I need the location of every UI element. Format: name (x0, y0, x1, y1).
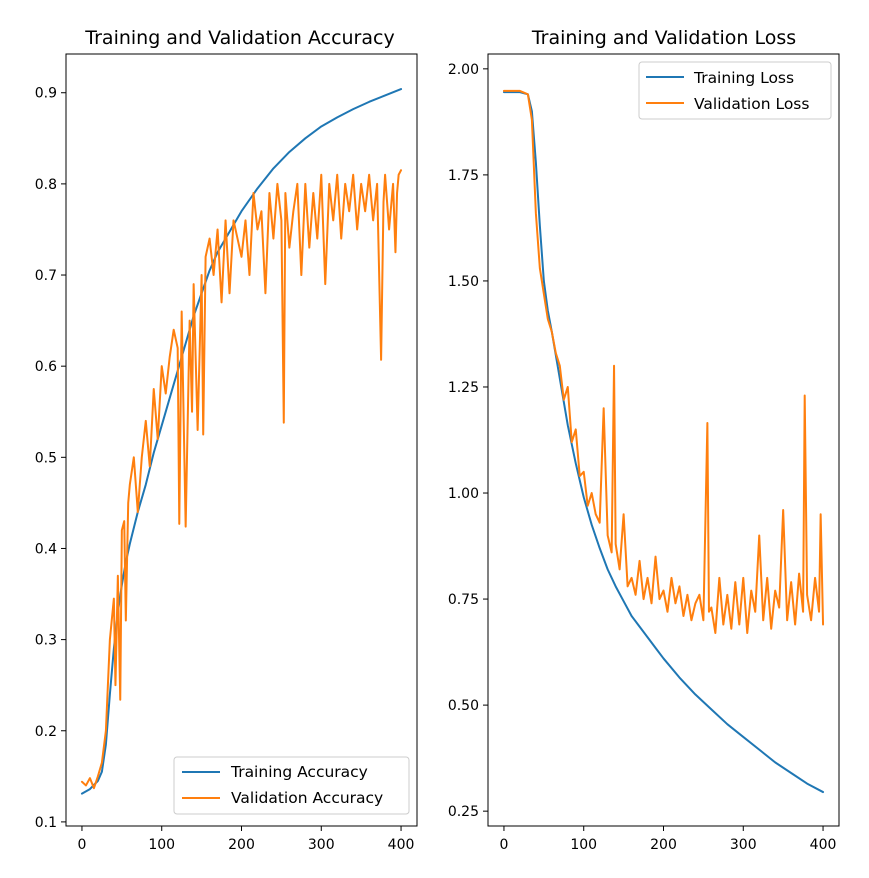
y-tick-label: 1.00 (448, 486, 479, 502)
legend-label-training-accuracy: Training Accuracy (230, 763, 368, 781)
accuracy-series-group (80, 88, 403, 795)
x-tick-label: 300 (730, 837, 757, 853)
x-tick-label: 0 (77, 837, 86, 853)
y-tick-label: 0.50 (448, 698, 479, 714)
series-line-training-accuracy (80, 88, 403, 795)
loss-legend-box (638, 61, 832, 120)
legend-label-training-loss: Training Loss (693, 69, 794, 87)
y-tick-label: 0.8 (35, 177, 57, 193)
loss-legend: Training Loss Validation Loss (638, 61, 832, 120)
y-tick-label: 0.5 (35, 450, 57, 466)
y-tick-label: 0.4 (35, 541, 57, 557)
accuracy-chart-title: Training and Validation Accuracy (84, 27, 394, 49)
x-tick-label: 200 (650, 837, 677, 853)
y-tick-label: 0.9 (35, 86, 57, 102)
y-tick-label: 0.75 (448, 592, 479, 608)
y-tick-label: 0.7 (35, 268, 57, 284)
y-tick-label: 1.75 (448, 168, 479, 184)
y-tick-label: 2.00 (448, 62, 479, 78)
x-tick-label: 100 (148, 837, 175, 853)
series-line-training-loss (502, 91, 825, 794)
y-tick-label: 0.3 (35, 633, 57, 649)
loss-chart-title: Training and Validation Loss (531, 27, 796, 49)
x-tick-label: 100 (570, 837, 597, 853)
x-tick-label: 300 (308, 837, 335, 853)
y-tick-label: 0.25 (448, 804, 479, 820)
loss-y-ticks: 0.25 0.50 0.75 1.00 1.25 1.50 1.75 2.00 (448, 62, 488, 820)
x-tick-label: 0 (499, 837, 508, 853)
y-tick-label: 0.1 (35, 815, 57, 831)
y-tick-label: 1.50 (448, 274, 479, 290)
accuracy-y-ticks: 0.1 0.2 0.3 0.4 0.5 0.6 0.7 0.8 0.9 (35, 86, 66, 831)
x-tick-label: 200 (228, 837, 255, 853)
y-tick-label: 1.25 (448, 380, 479, 396)
accuracy-x-ticks: 0 100 200 300 400 (77, 826, 414, 853)
y-tick-label: 0.2 (35, 724, 57, 740)
loss-x-ticks: 0 100 200 300 400 (499, 826, 836, 853)
series-line-validation-accuracy (80, 169, 403, 790)
y-tick-label: 0.6 (35, 359, 57, 375)
accuracy-panel: Training and Validation Accuracy 0 100 200… (35, 27, 418, 853)
loss-series-group (502, 89, 825, 794)
accuracy-legend-box (173, 756, 410, 815)
accuracy-legend: Training Accuracy Validation Accuracy (173, 756, 410, 815)
series-line-validation-loss (502, 89, 825, 634)
x-tick-label: 400 (388, 837, 415, 853)
x-tick-label: 400 (810, 837, 837, 853)
legend-label-validation-accuracy: Validation Accuracy (231, 789, 383, 807)
legend-label-validation-loss: Validation Loss (694, 95, 809, 113)
loss-panel: Training and Validation Loss 0 100 200 300 4… (448, 27, 840, 853)
